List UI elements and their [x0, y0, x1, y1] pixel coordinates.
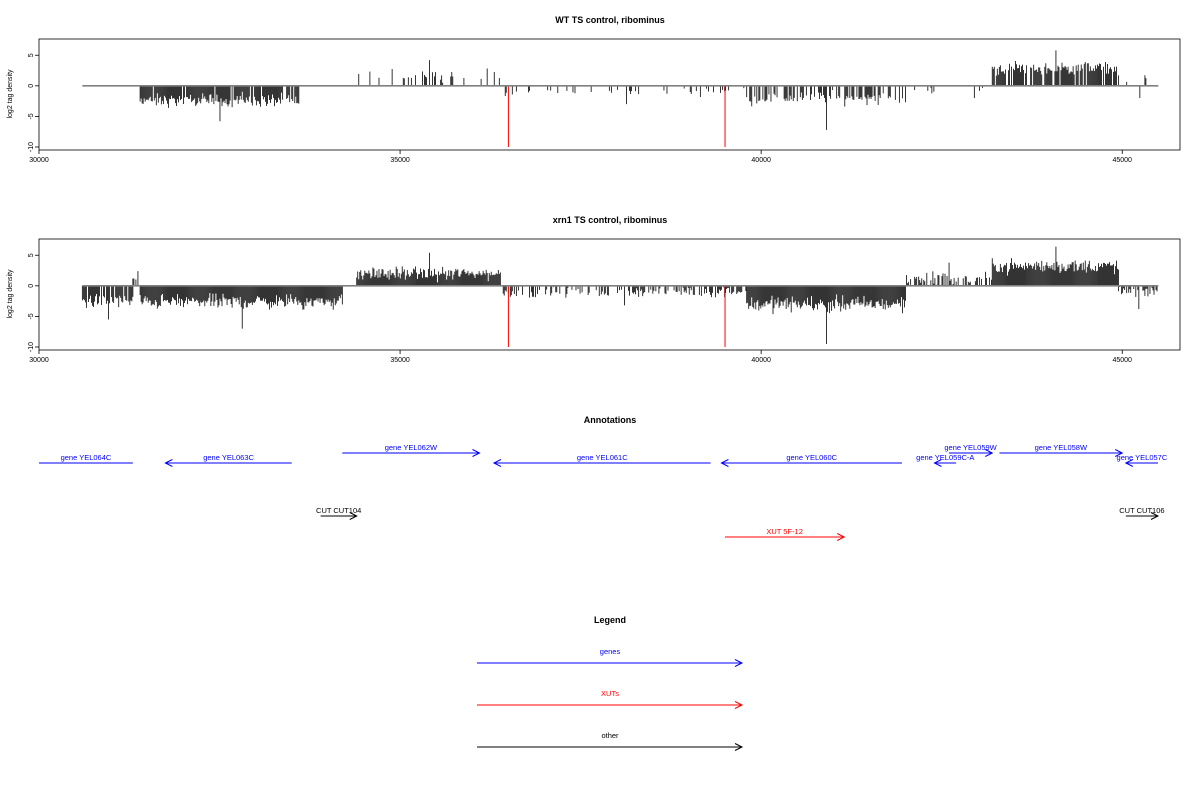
- wt-density-bars: [139, 50, 1147, 130]
- annotation-arrow: CUT CUT106: [1119, 506, 1165, 520]
- y-tick-label: -10: [28, 342, 35, 352]
- annotation-label: gene YEL059C-A: [916, 453, 974, 462]
- x-tick-label: 45000: [1112, 157, 1132, 164]
- legend-label: XUTs: [601, 689, 619, 698]
- wt-y-axis: -10 -5 0 5: [28, 53, 39, 152]
- wt-x-axis: 30000 35000 40000 45000: [29, 150, 1132, 164]
- annotation-label: gene YEL063C: [203, 453, 254, 462]
- annotation-label: CUT CUT104: [316, 506, 361, 515]
- x-tick-label: 35000: [390, 357, 410, 364]
- y-tick-label: -5: [28, 313, 35, 319]
- xrn1-y-axis-label: log2 tag density: [7, 269, 14, 319]
- x-tick-label: 45000: [1112, 357, 1132, 364]
- annotation-label: gene YEL059W: [944, 443, 997, 452]
- legend-title: Legend: [594, 615, 626, 625]
- annotation-arrow: gene YEL059C-A: [916, 453, 974, 467]
- legend-item-other: other: [477, 731, 744, 751]
- annotation-arrow: gene YEL061C: [492, 453, 711, 467]
- xrn1-plot-frame: [38, 238, 1181, 351]
- legend-item-xuts: XUTs: [477, 689, 744, 709]
- x-tick-label: 40000: [751, 157, 771, 164]
- wt-red-markers: [507, 85, 726, 147]
- y-tick-label: -5: [28, 113, 35, 119]
- annotation-arrow: XUT 5F-12: [725, 527, 846, 541]
- annotation-arrow: gene YEL062W: [342, 443, 481, 457]
- x-tick-label: 30000: [29, 157, 49, 164]
- y-tick-label: 5: [28, 53, 35, 57]
- xrn1-y-axis: -10 -5 0 5: [28, 253, 39, 352]
- legend-item-genes: genes: [477, 647, 744, 667]
- annotation-arrow: gene YEL060C: [720, 453, 902, 467]
- annotation-label: gene YEL064C: [61, 453, 112, 462]
- wt-y-axis-label: log2 tag density: [7, 69, 14, 119]
- x-tick-label: 30000: [29, 357, 49, 364]
- annotation-arrow: gene YEL059W: [944, 443, 998, 457]
- wt-panel-title: WT TS control, ribominus: [555, 15, 665, 25]
- legend-items: genes XUTs other: [477, 647, 744, 751]
- xrn1-panel-title: xrn1 TS control, ribominus: [553, 215, 668, 225]
- annotation-label: gene YEL058W: [1035, 443, 1088, 452]
- annotation-label: CUT CUT106: [1119, 506, 1164, 515]
- annotation-arrow: gene YEL057C: [1117, 453, 1168, 467]
- annotation-features: gene YEL064C gene YEL063C gene YEL062W gene…: [39, 443, 1168, 541]
- annotation-arrow: gene YEL064C: [39, 453, 133, 464]
- legend-label: genes: [600, 647, 621, 656]
- annotations-title: Annotations: [584, 415, 637, 425]
- annotation-label: gene YEL057C: [1117, 453, 1168, 462]
- y-tick-label: 0: [28, 284, 35, 288]
- xrn1-density-bars: [81, 246, 1158, 344]
- xrn1-red-markers: [507, 285, 726, 347]
- wt-density-panel: WT TS control, ribominus log2 tag densit…: [7, 15, 1181, 164]
- y-tick-label: -10: [28, 142, 35, 152]
- annotation-label: XUT 5F-12: [766, 527, 803, 536]
- x-tick-label: 35000: [390, 157, 410, 164]
- wt-plot-frame: [38, 38, 1181, 151]
- xrn1-x-axis: 30000 35000 40000 45000: [29, 350, 1132, 364]
- x-tick-label: 40000: [751, 357, 771, 364]
- y-tick-label: 0: [28, 84, 35, 88]
- annotation-label: gene YEL062W: [385, 443, 438, 452]
- y-tick-label: 5: [28, 253, 35, 257]
- annotation-arrow: gene YEL063C: [164, 453, 292, 467]
- legend-label: other: [601, 731, 619, 740]
- annotation-arrow: CUT CUT104: [316, 506, 361, 520]
- annotation-label: gene YEL061C: [577, 453, 628, 462]
- annotation-label: gene YEL060C: [786, 453, 837, 462]
- xrn1-density-panel: xrn1 TS control, ribominus log2 tag dens…: [7, 215, 1181, 364]
- annotation-arrow: gene YEL058W: [999, 443, 1124, 457]
